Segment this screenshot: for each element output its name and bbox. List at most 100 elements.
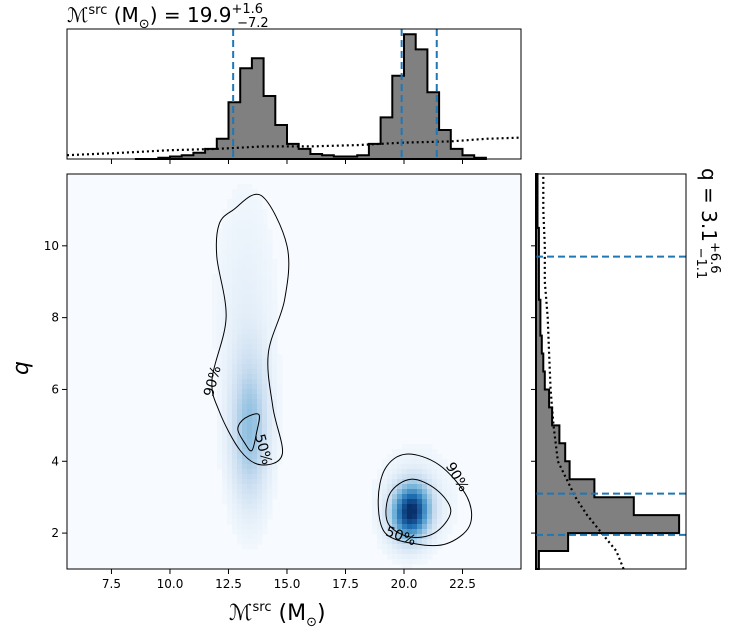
heatmap-cell (222, 349, 228, 355)
heatmap-cell (217, 439, 223, 445)
heatmap-cell (237, 334, 243, 340)
heatmap-cell (272, 479, 278, 485)
heatmap-cell (257, 379, 263, 385)
heatmap-cell (247, 249, 253, 255)
heatmap-cell (247, 219, 253, 225)
heatmap-cell (267, 314, 273, 320)
heatmap-cell (392, 519, 398, 525)
heatmap-cell (242, 524, 248, 530)
heatmap-cell (267, 254, 273, 260)
heatmap-cell (427, 529, 433, 535)
heatmap-cell (252, 529, 258, 535)
heatmap-cell (222, 439, 228, 445)
heatmap-cell (232, 339, 238, 345)
heatmap-cell (217, 454, 223, 460)
heatmap-cell (407, 549, 413, 555)
heatmap-cell (407, 479, 413, 485)
heatmap-cell (262, 259, 268, 265)
heatmap-cell (237, 389, 243, 395)
heatmap-cell (262, 214, 268, 220)
heatmap-cell (267, 379, 273, 385)
heatmap-cell (262, 329, 268, 335)
heatmap-cell (227, 384, 233, 390)
heatmap-cell (372, 524, 378, 530)
heatmap-cell (257, 529, 263, 535)
heatmap-cell (257, 499, 263, 505)
heatmap-cell (232, 284, 238, 290)
heatmap-cell (212, 284, 218, 290)
heatmap-cell (397, 464, 403, 470)
heatmap-cell (232, 219, 238, 225)
heatmap-cell (382, 469, 388, 475)
heatmap-cell (227, 229, 233, 235)
heatmap-cell (237, 529, 243, 535)
heatmap-cell (217, 349, 223, 355)
heatmap-cell (232, 264, 238, 270)
heatmap-cell (257, 349, 263, 355)
heatmap-cell (257, 474, 263, 480)
heatmap-cell (412, 454, 418, 460)
heatmap-cell (252, 419, 258, 425)
heatmap-cell (217, 274, 223, 280)
contour-label: 50% (251, 432, 275, 466)
heatmap-cell (217, 414, 223, 420)
heatmap-cell (257, 199, 263, 205)
heatmap-cell (237, 199, 243, 205)
heatmap-cell (247, 354, 253, 360)
heatmap-cell (252, 459, 258, 465)
heatmap-cell (232, 294, 238, 300)
heatmap-cell (392, 539, 398, 545)
heatmap-cell (252, 479, 258, 485)
heatmap-cell (422, 494, 428, 500)
heatmap-cell (377, 509, 383, 515)
heatmap-cell (422, 554, 428, 560)
heatmap-cell (412, 554, 418, 560)
heatmap-cell (242, 324, 248, 330)
heatmap-cell (212, 334, 218, 340)
heatmap-cell (412, 559, 418, 565)
heatmap-cell (447, 464, 453, 470)
heatmap-cell (227, 414, 233, 420)
heatmap-cell (432, 549, 438, 555)
heatmap-cell (222, 359, 228, 365)
heatmap-cell (257, 509, 263, 515)
heatmap-cell (252, 359, 258, 365)
heatmap-cell (222, 214, 228, 220)
heatmap-cell (237, 344, 243, 350)
heatmap-cell (257, 234, 263, 240)
y-axis-ticks: 2 4 6 8 10 (44, 239, 67, 540)
heatmap-cell (432, 534, 438, 540)
heatmap-cell (257, 339, 263, 345)
heatmap-cell (252, 324, 258, 330)
heatmap-cell (227, 499, 233, 505)
heatmap-cell (437, 499, 443, 505)
heatmap-cell (382, 509, 388, 515)
heatmap-cell (247, 389, 253, 395)
heatmap-cell (242, 369, 248, 375)
heatmap-cell (262, 424, 268, 430)
heatmap-cell (232, 529, 238, 535)
heatmap-cell (402, 444, 408, 450)
heatmap-cell (242, 424, 248, 430)
heatmap-cell (272, 269, 278, 275)
heatmap-cell (262, 229, 268, 235)
heatmap-cell (427, 519, 433, 525)
heatmap-cell (232, 379, 238, 385)
heatmap-cell (452, 504, 458, 510)
heatmap-cell (442, 464, 448, 470)
heatmap-cell (222, 274, 228, 280)
heatmap-cell (232, 409, 238, 415)
heatmap-cell (232, 494, 238, 500)
heatmap-cell (422, 549, 428, 555)
heatmap-cell (392, 509, 398, 515)
heatmap-cell (237, 424, 243, 430)
heatmap-cell (277, 354, 283, 360)
heatmap-cell (247, 474, 253, 480)
heatmap-cell (442, 534, 448, 540)
heatmap-cell (252, 189, 258, 195)
heatmap-cell (212, 279, 218, 285)
heatmap-cell (237, 254, 243, 260)
heatmap-cell (232, 274, 238, 280)
heatmap-cell (217, 279, 223, 285)
heatmap-cell (262, 414, 268, 420)
